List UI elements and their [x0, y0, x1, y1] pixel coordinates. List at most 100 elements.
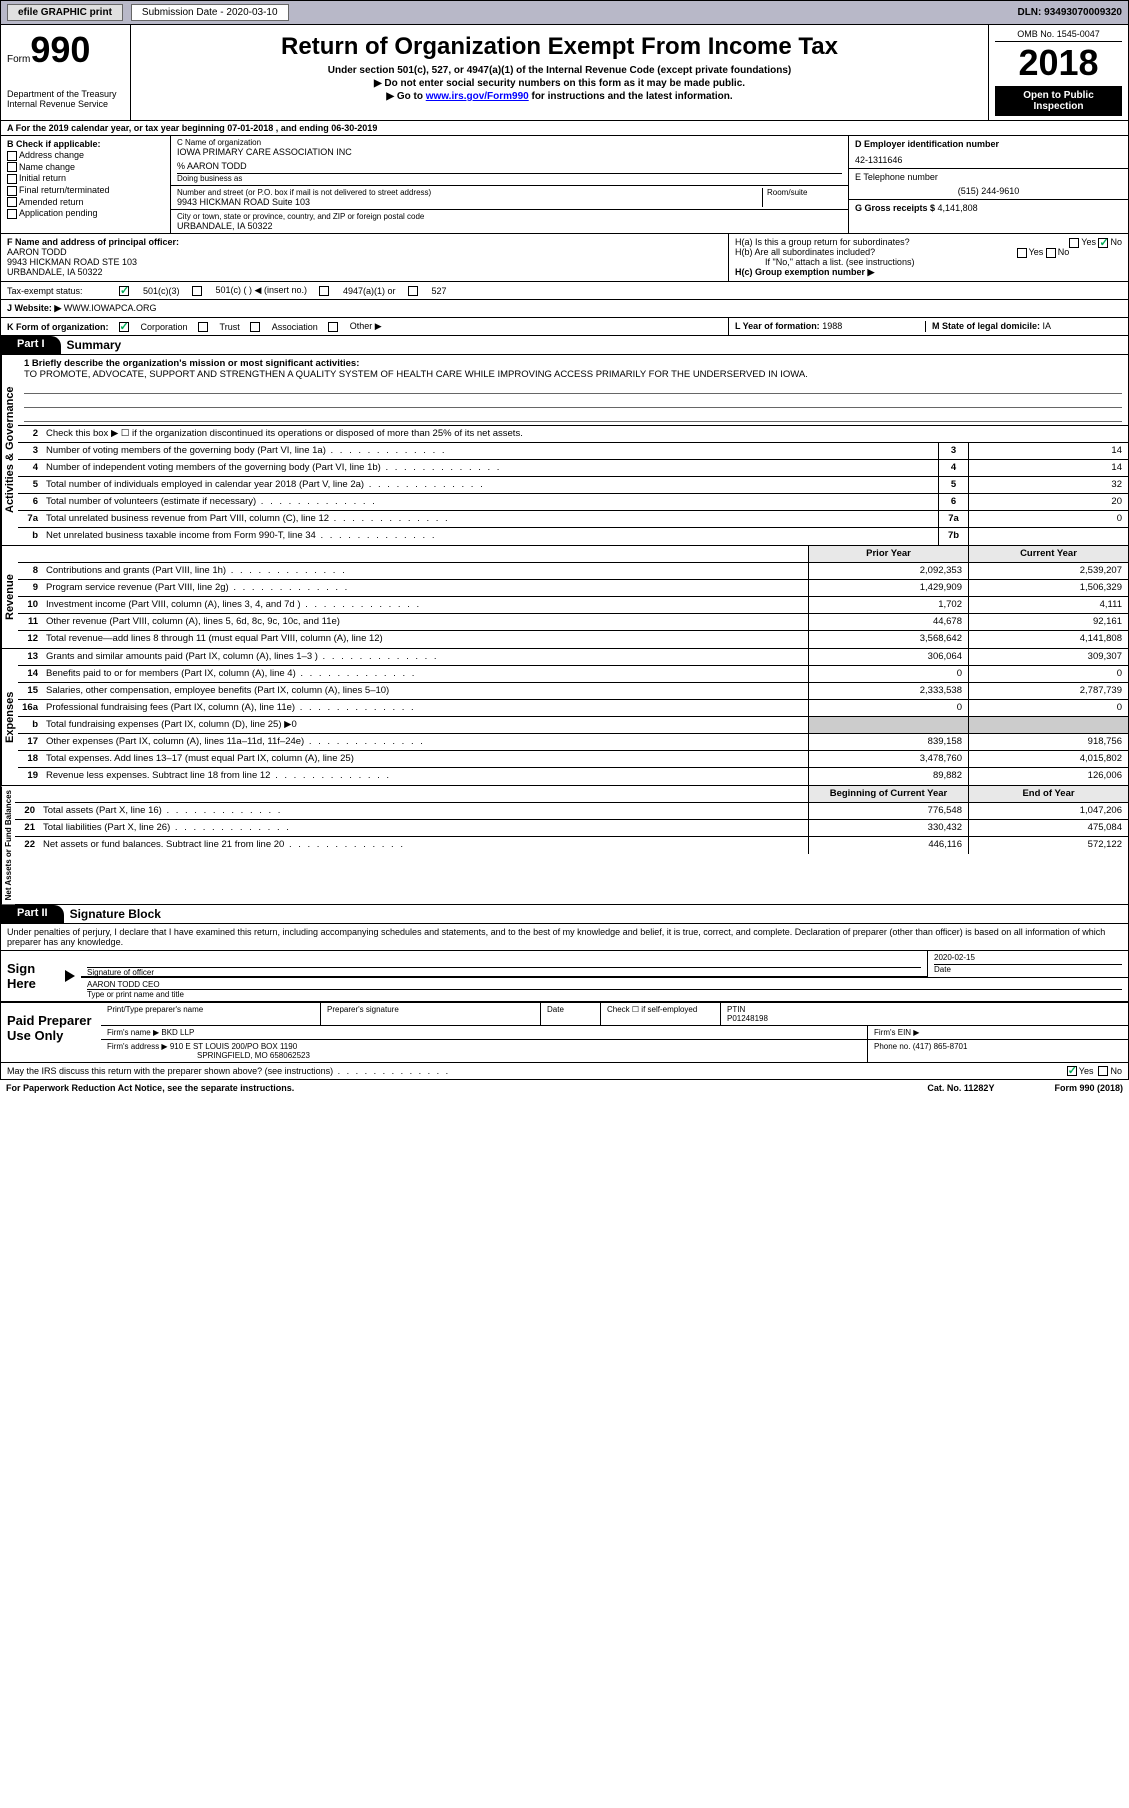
val-13p: 306,064 [808, 649, 968, 665]
cb-discuss-yes[interactable] [1067, 1066, 1077, 1076]
cb-amended[interactable] [7, 197, 17, 207]
val-7b [968, 528, 1128, 545]
form-number: 990 [30, 29, 90, 70]
cb-4947[interactable] [319, 286, 329, 296]
part-i-title: Summary [61, 336, 128, 354]
cb-hb-no[interactable] [1046, 248, 1056, 258]
header-info-grid: B Check if applicable: Address change Na… [0, 136, 1129, 234]
cb-initial-return[interactable] [7, 174, 17, 184]
col-prior-year: Prior Year [808, 546, 968, 562]
box-b-check-applicable: B Check if applicable: Address change Na… [1, 136, 171, 233]
cb-501c3[interactable] [119, 286, 129, 296]
firm-phone: (417) 865-8701 [913, 1042, 968, 1051]
row-i-tax-status: Tax-exempt status: 501(c)(3) 501(c) ( ) … [0, 282, 1129, 300]
revenue-block: Revenue Prior YearCurrent Year 8Contribu… [0, 546, 1129, 649]
perjury-declaration: Under penalties of perjury, I declare th… [1, 924, 1128, 950]
val-14p: 0 [808, 666, 968, 682]
ha-label: H(a) Is this a group return for subordin… [735, 237, 910, 247]
paperwork-notice: For Paperwork Reduction Act Notice, see … [6, 1083, 294, 1093]
row-f-h: F Name and address of principal officer:… [0, 234, 1129, 282]
cb-discuss-no[interactable] [1098, 1066, 1108, 1076]
val-7a: 0 [968, 511, 1128, 527]
sign-here-label: Sign Here [1, 951, 61, 1001]
val-8p: 2,092,353 [808, 563, 968, 579]
val-11p: 44,678 [808, 614, 968, 630]
row-j-website: J Website: ▶ WWW.IOWAPCA.ORG [0, 300, 1129, 318]
val-21c: 475,084 [968, 820, 1128, 836]
line1-label: 1 Briefly describe the organization's mi… [24, 358, 1122, 369]
hb-label: H(b) Are all subordinates included? [735, 247, 875, 257]
addr-label: Number and street (or P.O. box if mail i… [177, 188, 762, 197]
vlabel-revenue: Revenue [1, 546, 18, 648]
vlabel-netassets: Net Assets or Fund Balances [1, 786, 15, 904]
val-17c: 918,756 [968, 734, 1128, 750]
val-16ap: 0 [808, 700, 968, 716]
org-name-label: C Name of organization [177, 138, 842, 147]
val-19p: 89,882 [808, 768, 968, 785]
val-10p: 1,702 [808, 597, 968, 613]
val-15c: 2,787,739 [968, 683, 1128, 699]
val-5: 32 [968, 477, 1128, 493]
paid-preparer-label: Paid Preparer Use Only [1, 1003, 101, 1062]
val-3: 14 [968, 443, 1128, 459]
city-label: City or town, state or province, country… [177, 212, 842, 221]
year-formation: 1988 [822, 321, 842, 331]
form-label: Form [7, 54, 30, 65]
expenses-block: Expenses 13Grants and similar amounts pa… [0, 649, 1129, 786]
cb-final-return[interactable] [7, 186, 17, 196]
cb-hb-yes[interactable] [1017, 248, 1027, 258]
cb-501c[interactable] [192, 286, 202, 296]
ein-value: 42-1311646 [855, 155, 1122, 165]
part-ii-header: Part II [1, 905, 64, 923]
val-12p: 3,568,642 [808, 631, 968, 648]
firm-address: 910 E ST LOUIS 200/PO BOX 1190 [170, 1042, 297, 1051]
val-17p: 839,158 [808, 734, 968, 750]
val-15p: 2,333,538 [808, 683, 968, 699]
officer-addr: 9943 HICKMAN ROAD STE 103 [7, 257, 722, 267]
cb-application-pending[interactable] [7, 209, 17, 219]
tax-status-label: Tax-exempt status: [7, 286, 107, 296]
care-of: % AARON TODD [177, 161, 842, 171]
form-note-link: ▶ Go to www.irs.gov/Form990 for instruct… [137, 91, 982, 102]
cb-ha-no[interactable] [1098, 238, 1108, 248]
vlabel-activities: Activities & Governance [1, 355, 18, 545]
ein-label: D Employer identification number [855, 139, 1122, 149]
cb-other[interactable] [328, 322, 338, 332]
gross-receipts-value: 4,141,808 [938, 203, 978, 213]
efile-print-button[interactable]: efile GRAPHIC print [7, 4, 123, 21]
room-suite-label: Room/suite [762, 188, 842, 207]
cb-address-change[interactable] [7, 151, 17, 161]
val-10c: 4,111 [968, 597, 1128, 613]
val-20c: 1,047,206 [968, 803, 1128, 819]
line1-mission: TO PROMOTE, ADVOCATE, SUPPORT AND STRENG… [24, 369, 1122, 380]
cb-association[interactable] [250, 322, 260, 332]
sig-date: 2020-02-15 [934, 953, 1122, 962]
cb-ha-yes[interactable] [1069, 238, 1079, 248]
col-begin-year: Beginning of Current Year [808, 786, 968, 802]
check-self-employed[interactable]: Check ☐ if self-employed [601, 1003, 721, 1025]
cb-name-change[interactable] [7, 162, 17, 172]
phone-value: (515) 244-9610 [855, 186, 1122, 196]
line2: Check this box ▶ ☐ if the organization d… [42, 426, 1128, 442]
cb-527[interactable] [408, 286, 418, 296]
firm-ein: Firm's EIN ▶ [868, 1026, 1128, 1039]
part-i-body: Activities & Governance 1 Briefly descri… [0, 355, 1129, 546]
cb-trust[interactable] [198, 322, 208, 332]
col-current-year: Current Year [968, 546, 1128, 562]
ptin-value: P01248198 [727, 1014, 1122, 1023]
hb-note: If "No," attach a list. (see instruction… [735, 257, 1122, 267]
val-22p: 446,116 [808, 837, 968, 854]
department-label: Department of the Treasury Internal Reve… [7, 89, 124, 109]
val-6: 20 [968, 494, 1128, 510]
street-address: 9943 HICKMAN ROAD Suite 103 [177, 197, 762, 207]
val-4: 14 [968, 460, 1128, 476]
form-version: Form 990 (2018) [1054, 1083, 1123, 1093]
form-subtitle: Under section 501(c), 527, or 4947(a)(1)… [137, 65, 982, 76]
irs-link[interactable]: www.irs.gov/Form990 [426, 91, 529, 102]
dba-label: Doing business as [177, 173, 842, 183]
val-9p: 1,429,909 [808, 580, 968, 596]
val-11c: 92,161 [968, 614, 1128, 630]
state-domicile: IA [1043, 321, 1052, 331]
cb-corporation[interactable] [119, 322, 129, 332]
row-klm: K Form of organization: Corporation Trus… [0, 318, 1129, 336]
